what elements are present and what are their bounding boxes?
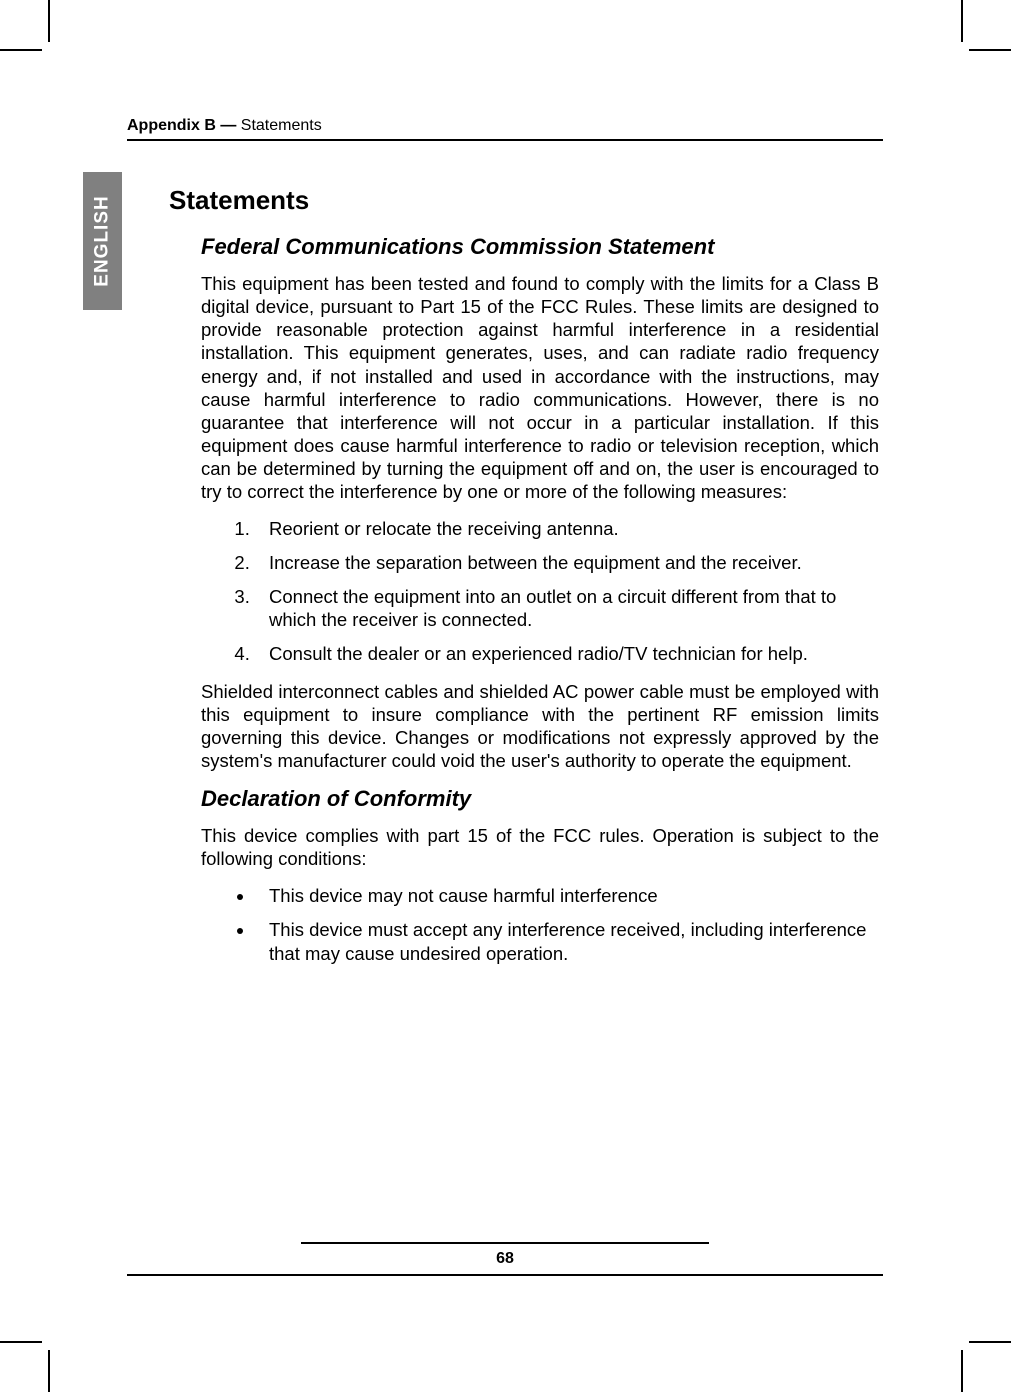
- paragraph: This equipment has been tested and found…: [201, 272, 879, 503]
- section-heading-conformity: Declaration of Conformity: [201, 786, 879, 812]
- list-item: This device must accept any interference…: [255, 918, 879, 965]
- list-item: Consult the dealer or an experienced rad…: [255, 642, 879, 666]
- page-title: Statements: [169, 185, 879, 216]
- crop-mark: [961, 0, 963, 42]
- list-item: Reorient or relocate the receiving anten…: [255, 517, 879, 541]
- running-head-bold: Appendix B —: [127, 117, 236, 134]
- crop-mark: [0, 1341, 42, 1343]
- bulleted-list: This device may not cause harmful interf…: [225, 884, 879, 965]
- paragraph: Shielded interconnect cables and shielde…: [201, 680, 879, 773]
- page-number: 68: [127, 1250, 883, 1268]
- list-item: Connect the equipment into an outlet on …: [255, 585, 879, 632]
- content-area: Statements Federal Communications Commis…: [169, 185, 879, 965]
- running-head-plain: Statements: [236, 117, 321, 134]
- footer-rule-long: [127, 1274, 883, 1276]
- footer-rule-short: [301, 1242, 709, 1244]
- crop-mark: [969, 1341, 1011, 1343]
- list-item: This device may not cause harmful interf…: [255, 884, 879, 908]
- list-item: Increase the separation between the equi…: [255, 551, 879, 575]
- page-body: Appendix B — Statements Statements Feder…: [127, 117, 883, 979]
- section-heading-fcc: Federal Communications Commission Statem…: [201, 234, 879, 260]
- crop-mark: [48, 1350, 50, 1392]
- running-head: Appendix B — Statements: [127, 117, 883, 141]
- crop-mark: [48, 0, 50, 42]
- crop-mark: [961, 1350, 963, 1392]
- language-tab-label: ENGLISH: [92, 195, 114, 286]
- page-footer: 68: [127, 1242, 883, 1276]
- language-tab: ENGLISH: [83, 172, 122, 310]
- paragraph: This device complies with part 15 of the…: [201, 824, 879, 870]
- crop-mark: [969, 49, 1011, 51]
- crop-mark: [0, 49, 42, 51]
- numbered-list: Reorient or relocate the receiving anten…: [225, 517, 879, 665]
